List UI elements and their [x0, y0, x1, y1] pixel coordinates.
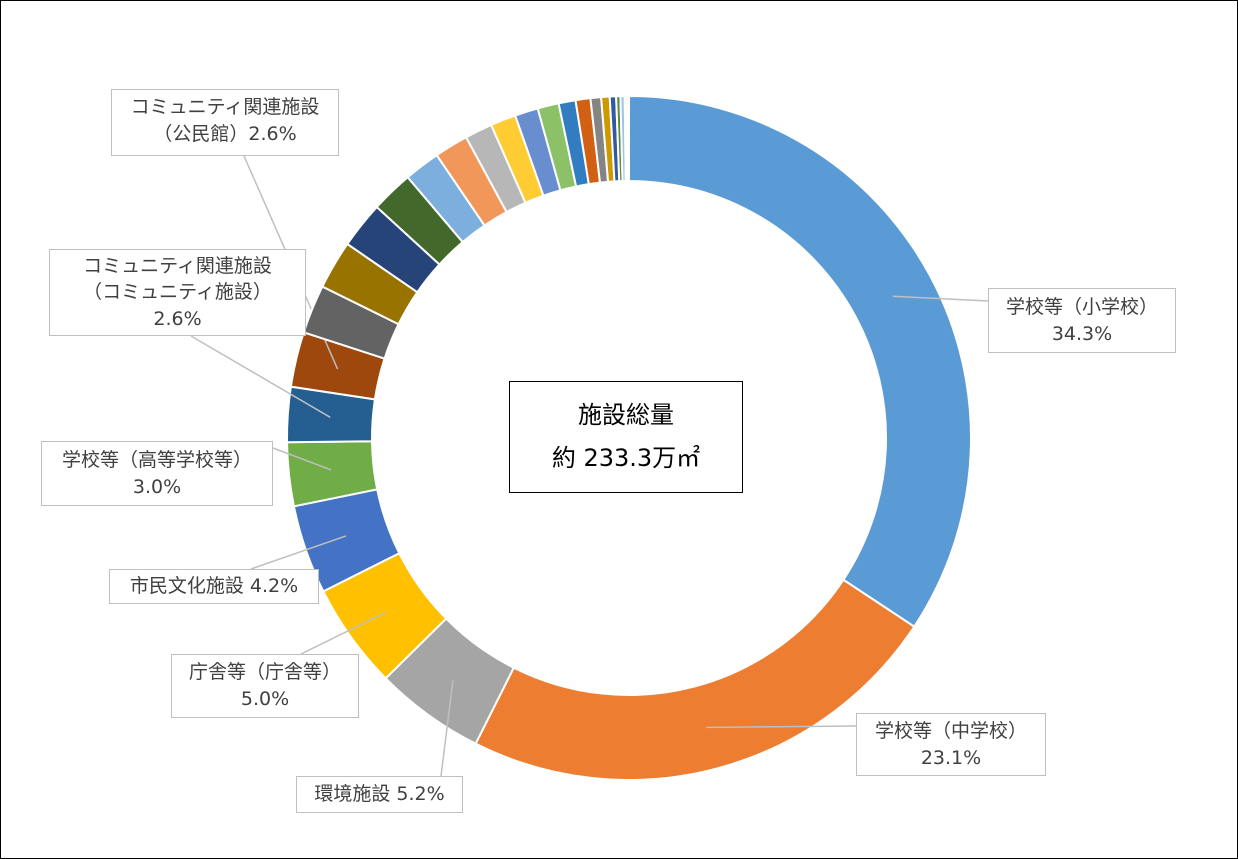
leader-line: [300, 611, 386, 655]
label-category: コミュニティ関連施設 （公民館）: [130, 96, 320, 145]
leader-line: [892, 295, 989, 302]
center-box: 施設総量 約 233.3万㎡: [509, 381, 743, 493]
label-category: 環境施設: [314, 783, 391, 806]
center-total: 約 233.3万㎡: [551, 444, 701, 472]
leader-line: [706, 725, 857, 729]
label-value: 5.0%: [240, 688, 290, 710]
data-label: 環境施設 5.2%: [296, 776, 463, 813]
label-category: 市民文化施設: [129, 575, 244, 598]
leader-line: [250, 535, 347, 570]
label-value: 34.3%: [1051, 322, 1113, 345]
label-category: 学校等（小学校）: [1005, 295, 1158, 318]
label-value: 2.6%: [153, 307, 202, 330]
data-label: 市民文化施設 4.2%: [109, 569, 319, 604]
slice: [628, 94, 972, 629]
slice: [625, 94, 630, 183]
label-category: 庁舎等（庁舎等）: [188, 661, 341, 684]
label-category: 学校等（高等学校等）: [61, 448, 252, 471]
slice: [474, 578, 916, 781]
label-category: 学校等（中学校）: [874, 719, 1027, 742]
label-value: 5.2%: [396, 783, 445, 806]
data-label: 庁舎等（庁舎等） 5.0%: [171, 654, 359, 718]
leader-line: [190, 335, 331, 418]
label-category: コミュニティ関連施設 （コミュニティ施設）: [83, 254, 272, 304]
data-label: 学校等（小学校） 34.3%: [988, 288, 1176, 353]
label-value: 2.6%: [248, 122, 297, 145]
data-label: 学校等（高等学校等） 3.0%: [41, 441, 273, 506]
leader-line: [272, 447, 332, 471]
label-value: 23.1%: [920, 746, 982, 769]
data-label: コミュニティ関連施設 （コミュニティ施設） 2.6%: [49, 249, 306, 336]
label-value: 3.0%: [132, 475, 182, 498]
label-value: 4.2%: [249, 575, 299, 598]
data-label: コミュニティ関連施設 （公民館）2.6%: [111, 89, 339, 156]
leader-line: [440, 680, 454, 777]
center-title: 施設総量: [578, 400, 674, 429]
data-label: 学校等（中学校） 23.1%: [856, 713, 1046, 776]
